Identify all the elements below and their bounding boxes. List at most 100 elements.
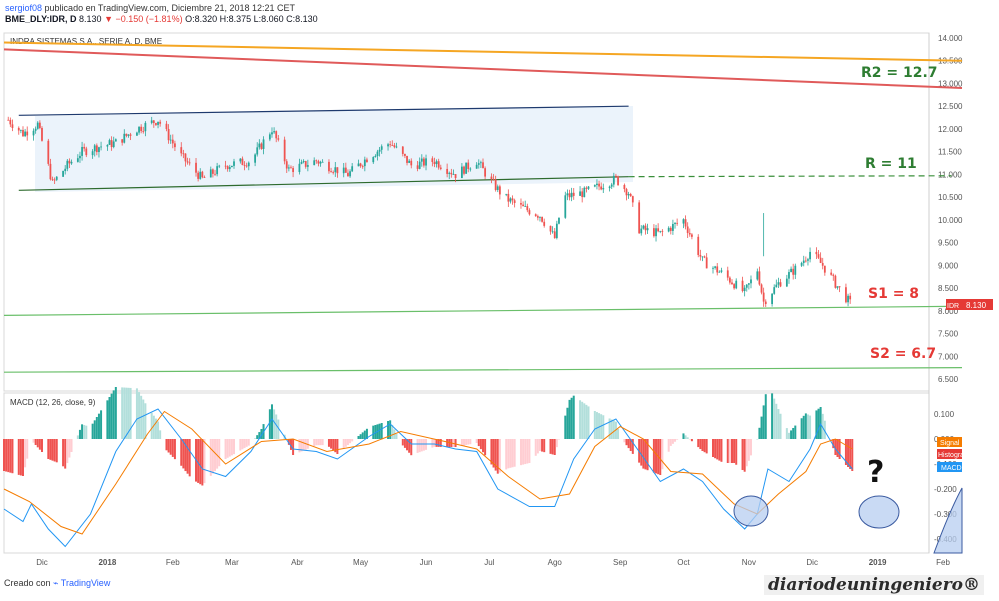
candle-body <box>395 146 398 148</box>
candle-body <box>792 268 795 275</box>
histogram-bar <box>165 439 168 451</box>
candle-body <box>686 226 689 233</box>
candle-body <box>290 167 292 169</box>
candle-body <box>361 166 364 167</box>
histogram-bar <box>53 439 56 462</box>
candle-body <box>347 172 349 177</box>
candle-body <box>328 161 330 172</box>
candle-body <box>62 170 64 177</box>
candle-body <box>7 119 10 121</box>
histogram-bar <box>496 439 499 474</box>
histogram-bar <box>330 439 333 449</box>
histogram-bar <box>555 439 558 448</box>
candle-body <box>389 144 392 146</box>
candle-body <box>26 131 29 136</box>
candle-body <box>121 139 124 143</box>
candle-body <box>127 134 130 136</box>
y-tick-label: 11.500 <box>938 148 962 157</box>
candle-body <box>142 131 145 132</box>
histogram-bar <box>21 439 24 476</box>
histogram-bar <box>728 439 731 463</box>
trend-lines <box>3 41 963 373</box>
histogram-bar <box>317 439 320 446</box>
histogram-bar <box>226 439 229 458</box>
symbol-line: BME_DLY:IDR, D 8.130 ▼ −0.150 (−1.81%) O… <box>5 14 318 24</box>
candle-body <box>479 162 482 164</box>
symbol-name[interactable]: BME_DLY:IDR, D <box>5 14 77 24</box>
label-r2: R2 = 12.7 <box>861 65 938 81</box>
histogram-bar <box>416 439 419 453</box>
candle-body <box>492 178 495 180</box>
candle-body <box>684 219 687 227</box>
candle-body <box>551 231 554 233</box>
candle-body <box>631 196 634 203</box>
histogram-bar <box>528 439 531 463</box>
histogram-bar <box>568 399 571 439</box>
candle-body <box>144 122 147 132</box>
histogram-bar <box>572 395 575 439</box>
candle-body <box>304 161 307 167</box>
histogram-bar <box>85 425 88 439</box>
histogram-bar <box>258 432 261 439</box>
histogram-bar <box>395 433 398 439</box>
candle-body <box>418 161 421 169</box>
histogram-bar <box>460 439 463 446</box>
macd-histogram <box>3 387 854 486</box>
candle-body <box>718 271 721 273</box>
candle-body <box>610 184 613 187</box>
histogram-bar <box>91 423 94 439</box>
candle-body <box>735 280 738 289</box>
candle-body <box>313 160 316 166</box>
candle-body <box>34 128 37 131</box>
y-tick-label: 14.000 <box>938 34 963 43</box>
author-link[interactable]: sergiof08 <box>5 3 43 13</box>
histogram-bar <box>150 412 153 439</box>
candle-body <box>558 217 560 224</box>
histogram-bar <box>743 439 746 472</box>
candle-body <box>106 144 109 147</box>
candle-body <box>125 133 128 136</box>
histogram-bar <box>526 439 529 464</box>
candle-body <box>277 138 280 140</box>
y-tick-label: 7.500 <box>938 330 959 339</box>
last-price-badge-text: 8.130 <box>966 301 987 310</box>
candle-body <box>256 147 259 155</box>
histogram-bar <box>135 388 138 439</box>
histogram-bar <box>298 439 301 453</box>
tradingview-link[interactable]: ⌁ TradingView <box>53 578 111 588</box>
histogram-bar <box>819 407 822 439</box>
candle-body <box>93 145 96 152</box>
histogram-bar <box>787 432 790 439</box>
histogram-bar <box>538 439 541 451</box>
label-s1: S1 = 8 <box>868 286 919 302</box>
candle-body <box>17 127 20 131</box>
histogram-bar <box>391 424 394 439</box>
candle-body <box>745 284 748 288</box>
candle-body <box>511 198 514 201</box>
histogram-bar <box>76 435 79 439</box>
histogram-bar <box>332 439 335 451</box>
histogram-bar <box>49 439 52 460</box>
legend-histogram-text: Histogram <box>938 452 970 459</box>
candle-body <box>38 122 41 128</box>
histogram-bar <box>439 439 442 447</box>
candle-body <box>349 171 351 177</box>
candle-body <box>475 164 478 169</box>
candle-body <box>197 172 200 179</box>
y-tick-label: 9.500 <box>938 239 959 248</box>
candle-body <box>76 158 79 162</box>
candle-body <box>760 284 763 293</box>
candle-body <box>625 189 628 196</box>
histogram-bar <box>779 413 782 439</box>
histogram-bar <box>714 439 717 459</box>
histogram-bar <box>821 413 824 439</box>
candle-body <box>847 295 849 303</box>
histogram-bar <box>32 439 35 443</box>
histogram-bar <box>644 439 647 470</box>
histogram-bar <box>608 418 611 439</box>
candle-body <box>688 232 691 235</box>
histogram-bar <box>847 439 850 467</box>
candle-body <box>446 168 449 174</box>
candle-body <box>699 254 702 257</box>
